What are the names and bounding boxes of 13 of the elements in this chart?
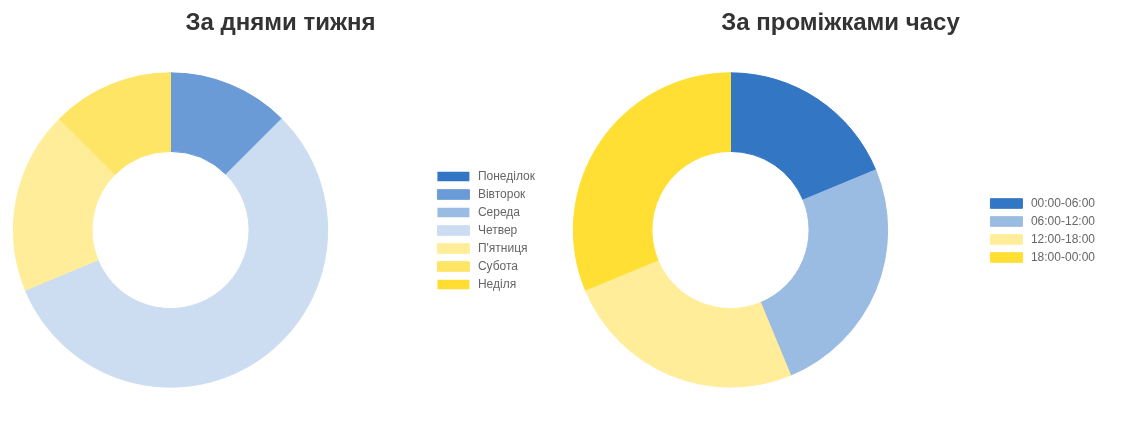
chart-title: За проміжками часу	[721, 7, 961, 35]
legend-label: Четвер	[477, 222, 518, 237]
legend-label: 06:00-12:00	[1030, 213, 1095, 228]
legend-label: Понеділок	[477, 168, 535, 183]
legend-label: Вівторок	[477, 186, 526, 201]
legend-label: Неділя	[477, 276, 517, 291]
legend-label: Середа	[477, 204, 521, 219]
legend-label: Субота	[477, 258, 519, 273]
legend-label: 00:00-06:00	[1030, 195, 1095, 210]
chart-title: За днями тижня	[185, 7, 376, 35]
legend-label: П'ятниця	[477, 240, 528, 255]
legend-label: 18:00-00:00	[1030, 249, 1095, 264]
legend-label: 12:00-18:00	[1030, 231, 1095, 246]
